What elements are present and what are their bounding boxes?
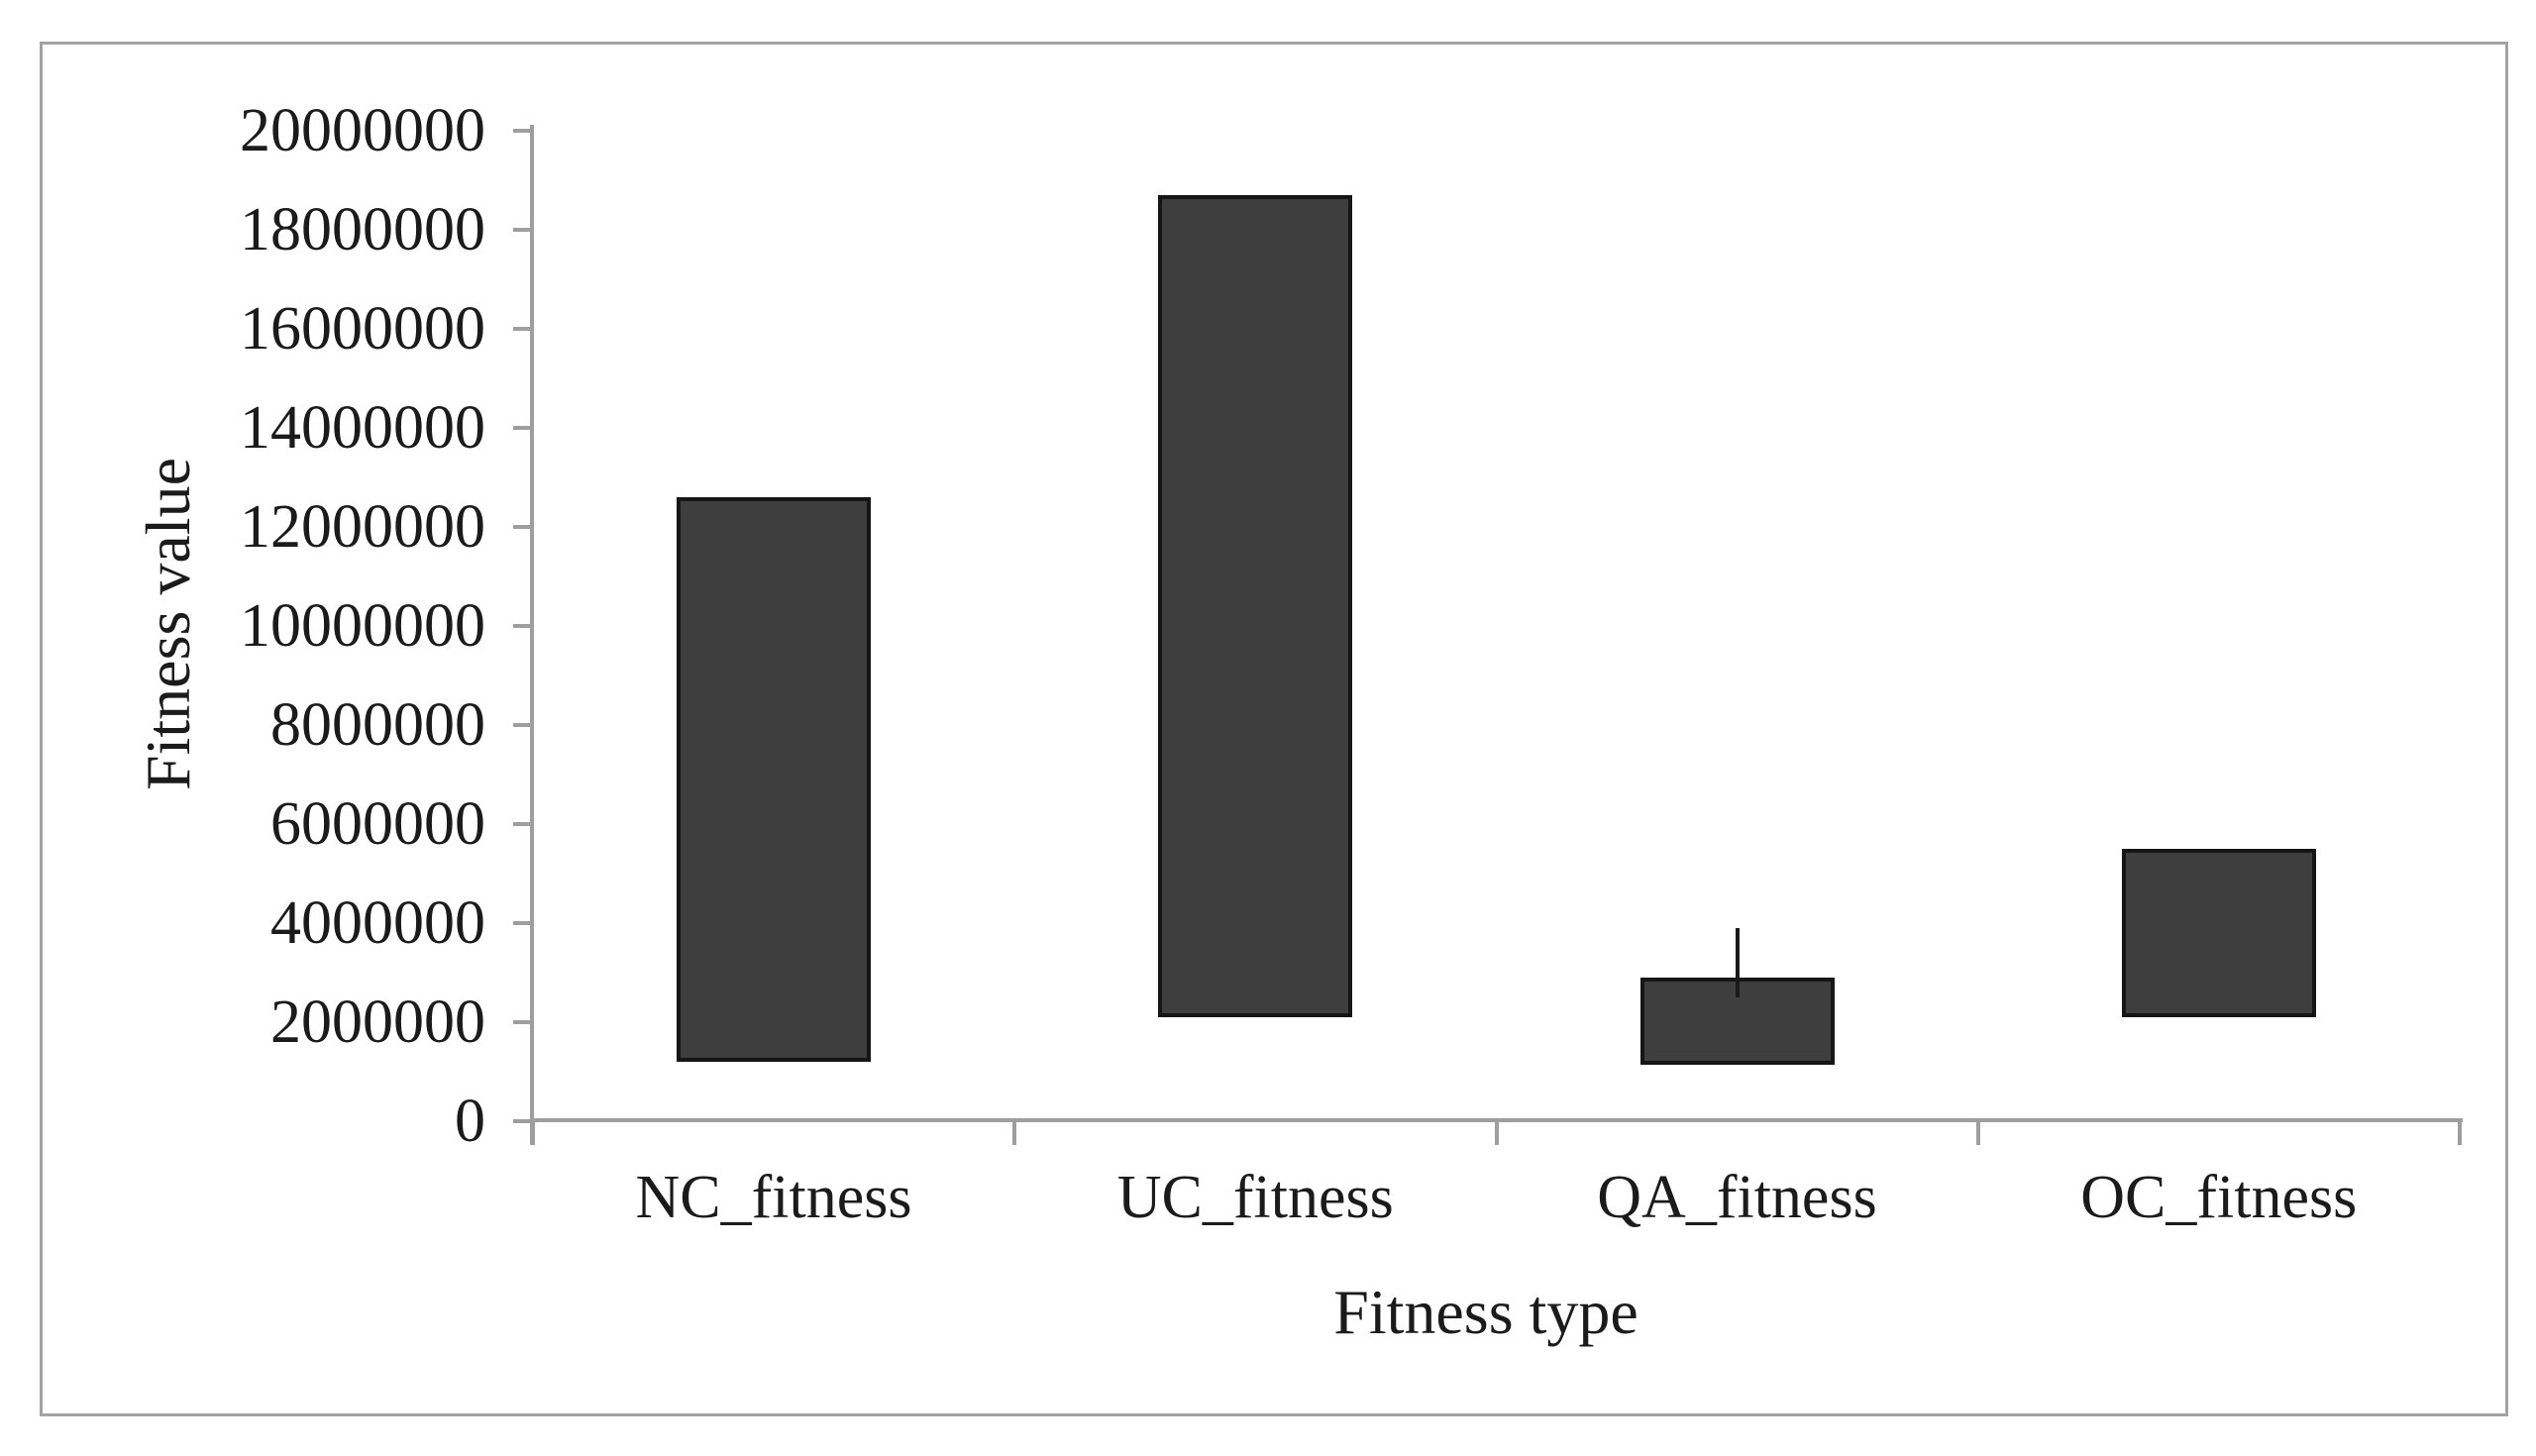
y-tick-label: 16000000 — [240, 295, 485, 363]
x-tick-mark — [1975, 1121, 1980, 1145]
y-tick-mark — [513, 327, 533, 331]
y-axis-title: Fitness value — [133, 458, 203, 790]
y-tick-label: 6000000 — [270, 790, 485, 858]
bar-UC_fitness — [1158, 195, 1353, 1017]
x-axis-title: Fitness type — [1333, 1277, 1638, 1347]
bar-OC_fitness — [2121, 849, 2316, 1017]
x-axis-line — [530, 1118, 2463, 1122]
bar-NC_fitness — [677, 497, 872, 1062]
y-tick-label: 14000000 — [240, 394, 485, 462]
category-label-QA_fitness: QA_fitness — [1597, 1164, 1877, 1231]
y-tick-mark — [513, 624, 533, 628]
y-tick-label: 4000000 — [270, 889, 485, 957]
x-tick-mark — [1494, 1121, 1499, 1145]
x-tick-mark — [2458, 1121, 2462, 1145]
bar-QA_fitness — [1639, 978, 1835, 1065]
y-tick-mark — [513, 129, 533, 133]
y-tick-label: 2000000 — [270, 988, 485, 1056]
category-label-UC_fitness: UC_fitness — [1116, 1164, 1394, 1231]
y-tick-mark — [513, 1020, 533, 1024]
y-tick-label: 10000000 — [240, 592, 485, 660]
y-tick-mark — [513, 426, 533, 430]
y-tick-label: 0 — [455, 1088, 485, 1155]
y-tick-label: 18000000 — [240, 196, 485, 263]
y-axis-line — [530, 125, 534, 1145]
x-tick-mark — [531, 1121, 535, 1145]
y-tick-label: 12000000 — [240, 493, 485, 561]
error-whisker-QA_fitness — [1735, 928, 1740, 997]
y-tick-mark — [513, 822, 533, 826]
y-tick-mark — [513, 525, 533, 529]
x-tick-mark — [1012, 1121, 1017, 1145]
category-label-OC_fitness: OC_fitness — [2080, 1164, 2358, 1231]
y-tick-mark — [513, 228, 533, 232]
y-tick-label: 20000000 — [240, 97, 485, 164]
y-tick-label: 8000000 — [270, 691, 485, 759]
category-label-NC_fitness: NC_fitness — [635, 1164, 912, 1231]
y-tick-mark — [513, 1119, 533, 1123]
y-tick-mark — [513, 921, 533, 925]
y-tick-mark — [513, 723, 533, 727]
